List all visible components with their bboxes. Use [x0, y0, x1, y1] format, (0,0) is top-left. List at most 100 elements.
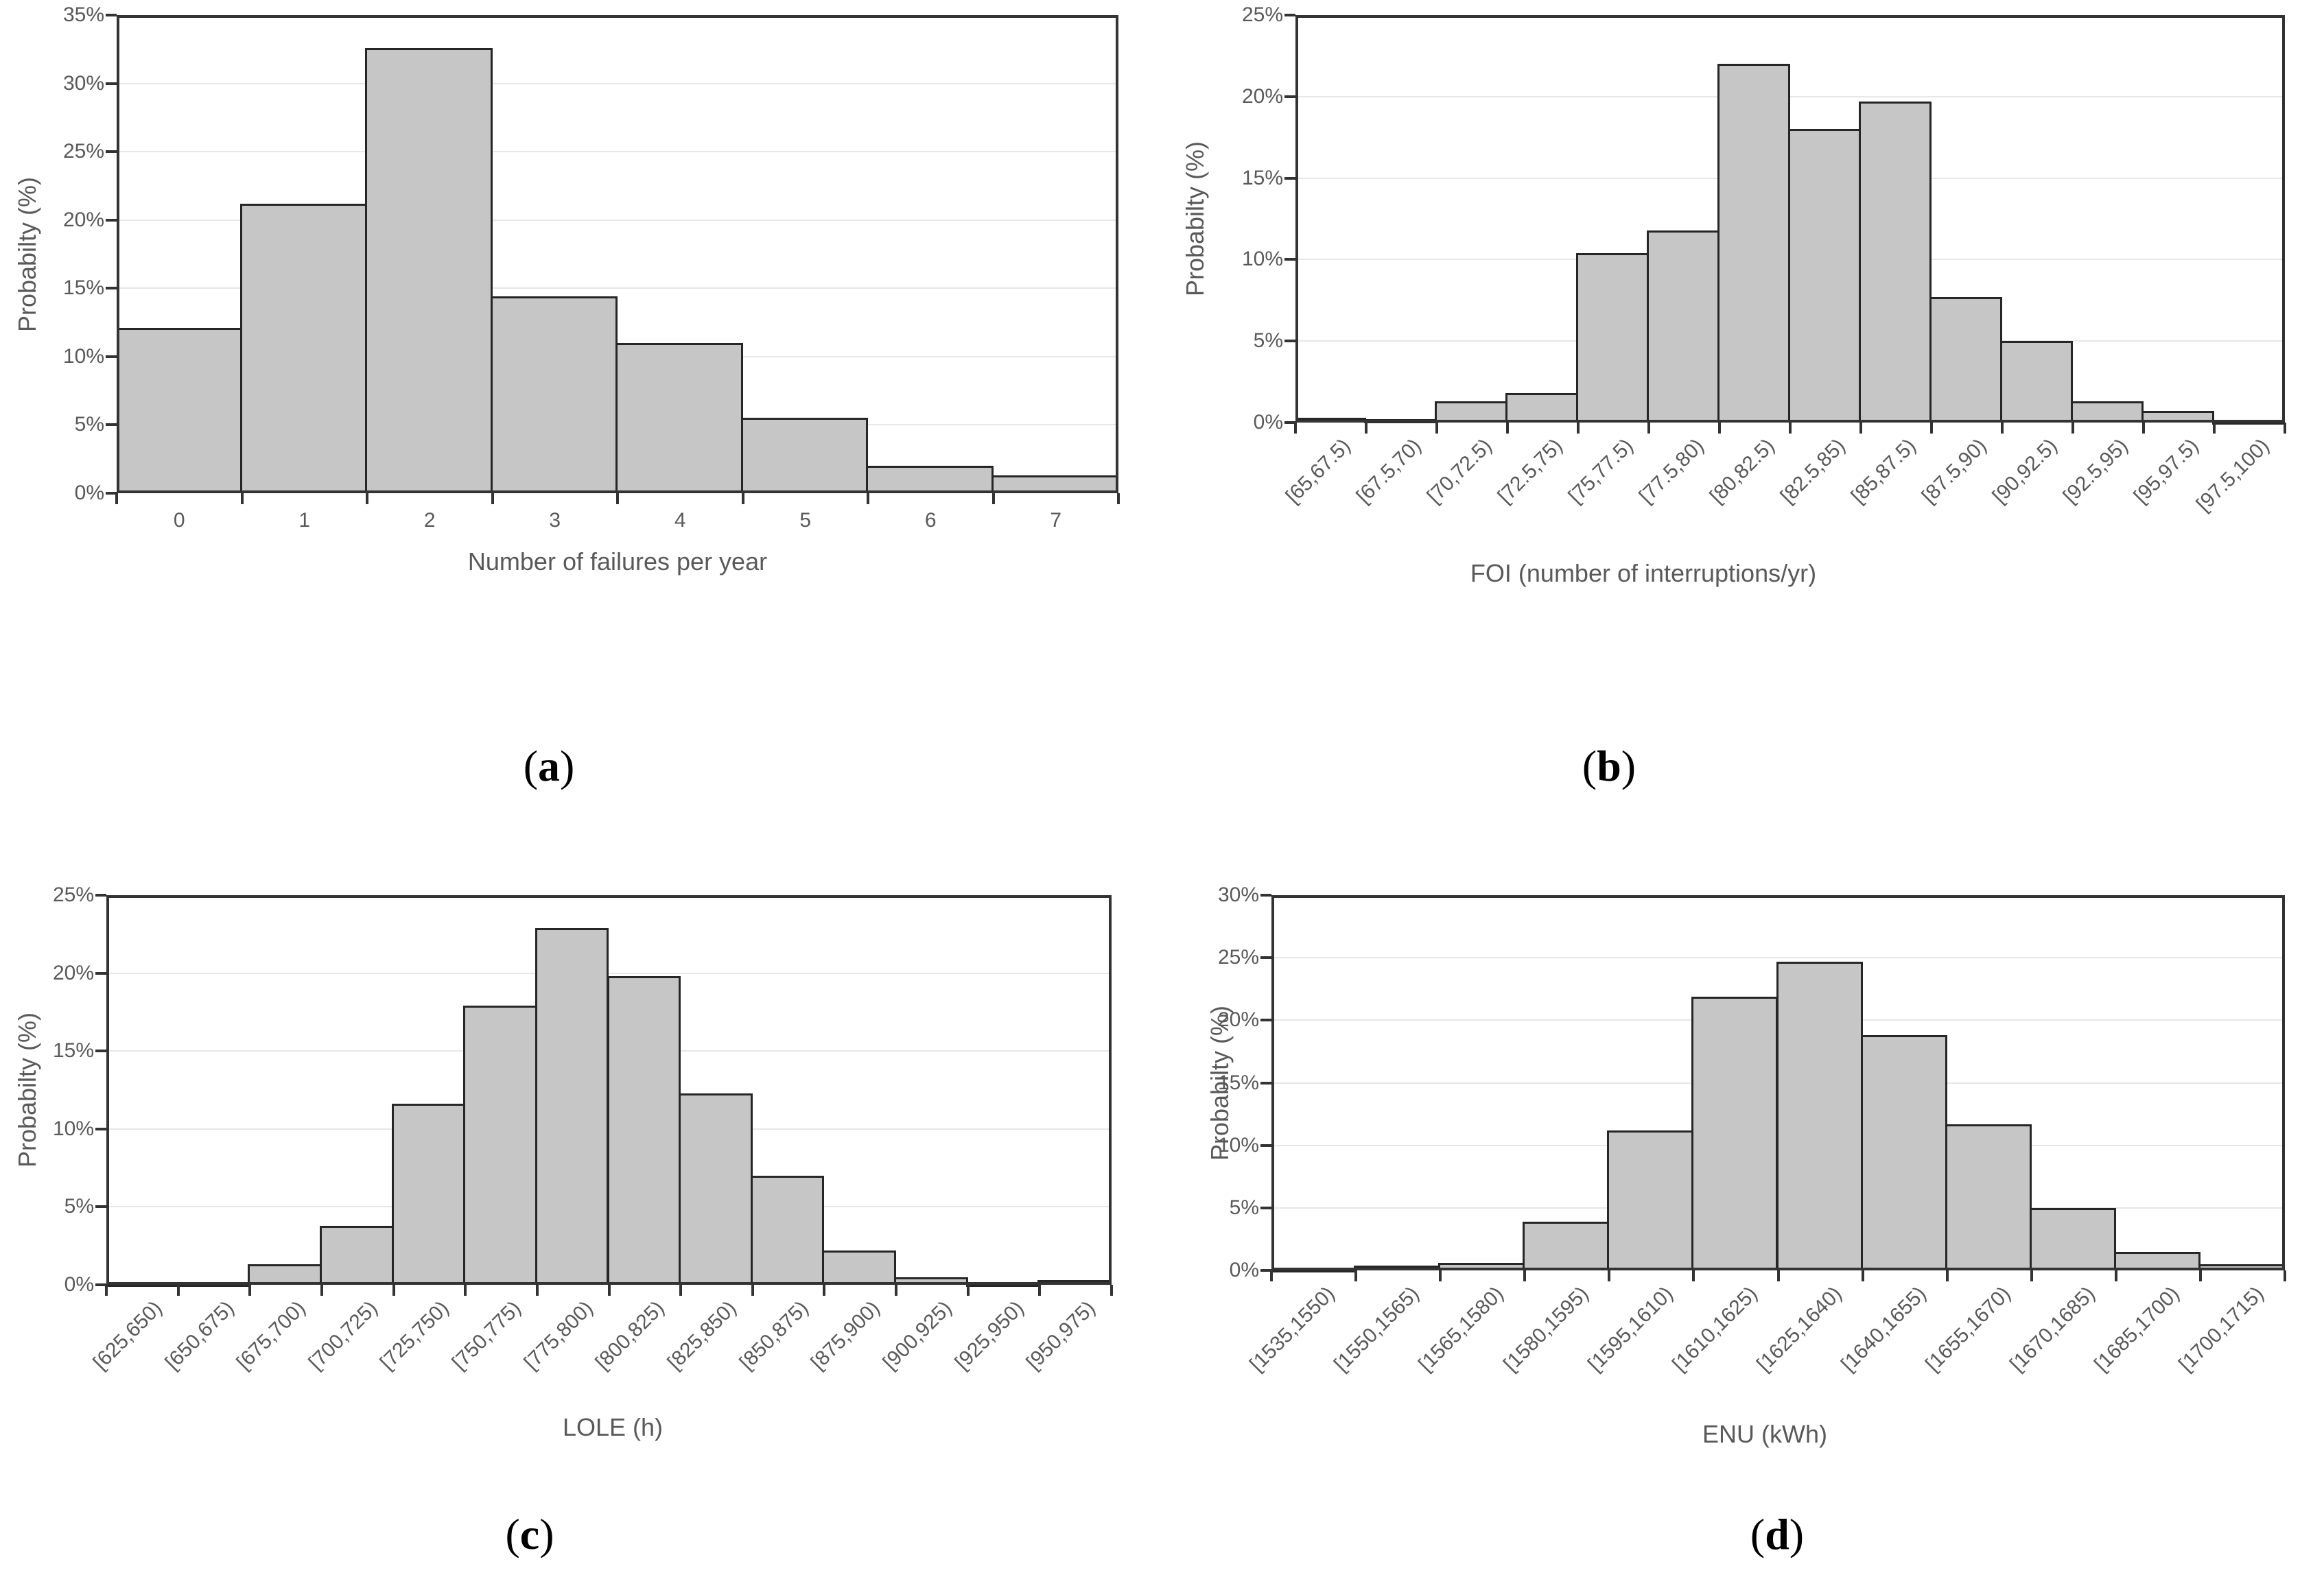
histogram-bar-0: [117, 328, 242, 493]
y-tick-label: 5%: [1253, 329, 1283, 353]
plot-area: [117, 15, 1118, 493]
x-axis-tick: [966, 1285, 970, 1296]
y-tick-label: 10%: [52, 1117, 94, 1140]
y-tick-label: 25%: [62, 140, 104, 163]
subfigure-caption: (b): [1582, 741, 1636, 792]
histogram-bar-[700,725): [319, 1226, 394, 1285]
y-axis-tick: [106, 82, 117, 85]
x-tick-label: [65,67.5): [1281, 434, 1355, 508]
gridline-25pct: [119, 151, 1116, 153]
x-tick-label: [70,72.5): [1422, 434, 1496, 508]
histogram-bar-[87.5,90): [1929, 297, 2002, 423]
x-tick-label: [825,850): [663, 1296, 741, 1375]
y-tick-label: 30%: [1217, 884, 1259, 906]
y-axis-tick: [95, 1127, 106, 1130]
x-axis-tick: [607, 1285, 611, 1296]
x-axis-tick: [248, 1285, 252, 1296]
x-axis-tick: [895, 1285, 898, 1296]
x-tick-label: 7: [1050, 509, 1062, 532]
gridline-20pct: [1274, 1019, 2282, 1021]
y-axis-tick: [1260, 1019, 1271, 1022]
y-tick-label: 20%: [62, 208, 104, 231]
y-axis-tick: [1284, 340, 1295, 343]
x-tick-label: [650,675): [161, 1296, 239, 1375]
subfigure-caption: (c): [505, 1509, 554, 1560]
x-axis-tick: [2071, 423, 2074, 434]
x-axis-tick: [1038, 1285, 1042, 1296]
x-axis-tick: [320, 1285, 323, 1296]
x-tick-label: 6: [924, 509, 937, 532]
x-axis-tick: [616, 493, 619, 504]
caption-paren: (: [1750, 1510, 1765, 1559]
y-tick-label: 10%: [1217, 1133, 1259, 1157]
histogram-bar-[1685,1700): [2113, 1252, 2200, 1270]
histogram-bar-[1640,1655): [1860, 1035, 1947, 1270]
histogram-bar-[77.5,80): [1647, 230, 1719, 423]
x-tick-label: 5: [799, 509, 812, 532]
y-axis-tick: [1284, 95, 1295, 98]
y-tick-label: 15%: [62, 276, 104, 300]
histogram-bar-[1550,1565): [1354, 1266, 1441, 1270]
caption-paren: ): [1789, 1510, 1805, 1559]
x-axis-tick: [2001, 423, 2004, 434]
y-axis-tick: [106, 218, 117, 222]
histogram-bar-[1625,1640): [1776, 962, 1863, 1270]
y-tick-label: 5%: [1229, 1196, 1259, 1219]
y-axis-tick: [1260, 1081, 1271, 1085]
x-tick-label: [725,750): [376, 1296, 454, 1375]
histogram-bar-[875,900): [822, 1251, 897, 1285]
x-axis-tick: [2284, 1270, 2286, 1281]
y-tick-label: 10%: [62, 344, 104, 368]
histogram-bar-2: [365, 48, 493, 493]
histogram-bar-[1670,1685): [2029, 1208, 2116, 1270]
y-axis-tick: [106, 150, 117, 154]
y-axis-tick: [1260, 1206, 1271, 1209]
x-tick-label: [80,82.5): [1705, 434, 1779, 508]
histogram-bar-[1655,1670): [1945, 1124, 2032, 1270]
x-axis-tick: [1861, 1270, 1864, 1281]
x-axis-tick: [2030, 1270, 2033, 1281]
x-tick-label: [800,825): [591, 1296, 670, 1375]
x-axis-tick: [1945, 1270, 1949, 1281]
x-axis-tick: [1859, 423, 1862, 434]
histogram-bar-[650,675): [176, 1283, 250, 1287]
x-axis-tick: [1435, 423, 1438, 434]
y-tick-label: 35%: [62, 3, 104, 26]
x-axis-tick: [823, 1285, 826, 1296]
histogram-bar-[850,875): [750, 1176, 825, 1285]
y-tick-label: 15%: [1217, 1071, 1259, 1094]
gridline-10pct: [109, 1128, 1109, 1130]
x-axis-tick: [105, 1285, 108, 1296]
y-axis-title: Probabilty (%): [1206, 1005, 1234, 1161]
x-tick-label: [97.5,100): [2192, 434, 2274, 517]
histogram-bar-[675,700): [248, 1264, 322, 1285]
x-tick-label: 2: [423, 509, 436, 532]
y-axis-title: Probabilty (%): [13, 176, 41, 332]
x-tick-label: [950,975): [1022, 1296, 1100, 1375]
x-tick-label: [1610,1625): [1667, 1282, 1762, 1376]
x-axis-tick: [464, 1285, 467, 1296]
x-axis-tick: [751, 1285, 754, 1296]
x-tick-label: [67.5,70): [1352, 434, 1426, 508]
histogram-bar-[775,800): [535, 928, 609, 1285]
x-axis-tick: [1270, 1270, 1273, 1281]
y-axis-tick: [1260, 1143, 1271, 1147]
x-axis-title: ENU (kWh): [1702, 1420, 1827, 1448]
x-tick-label: [75,77.5): [1564, 434, 1638, 508]
caption-paren: (: [505, 1510, 520, 1559]
x-axis-tick: [1354, 1270, 1358, 1281]
y-axis-tick: [1284, 421, 1295, 424]
histogram-bar-[80,82.5): [1717, 64, 1790, 423]
histogram-bar-4: [615, 343, 743, 493]
histogram-bar-[950,975): [1037, 1280, 1112, 1285]
x-tick-label: [92.5,95): [2058, 434, 2133, 508]
histogram-bar-[72.5,75): [1505, 393, 1578, 423]
gridline-15pct: [1298, 177, 2282, 179]
y-axis-tick: [1284, 14, 1295, 16]
x-tick-label: [72.5,75): [1493, 434, 1567, 508]
x-tick-label: [1565,1580): [1414, 1282, 1509, 1376]
x-tick-label: [700,725): [304, 1296, 382, 1375]
